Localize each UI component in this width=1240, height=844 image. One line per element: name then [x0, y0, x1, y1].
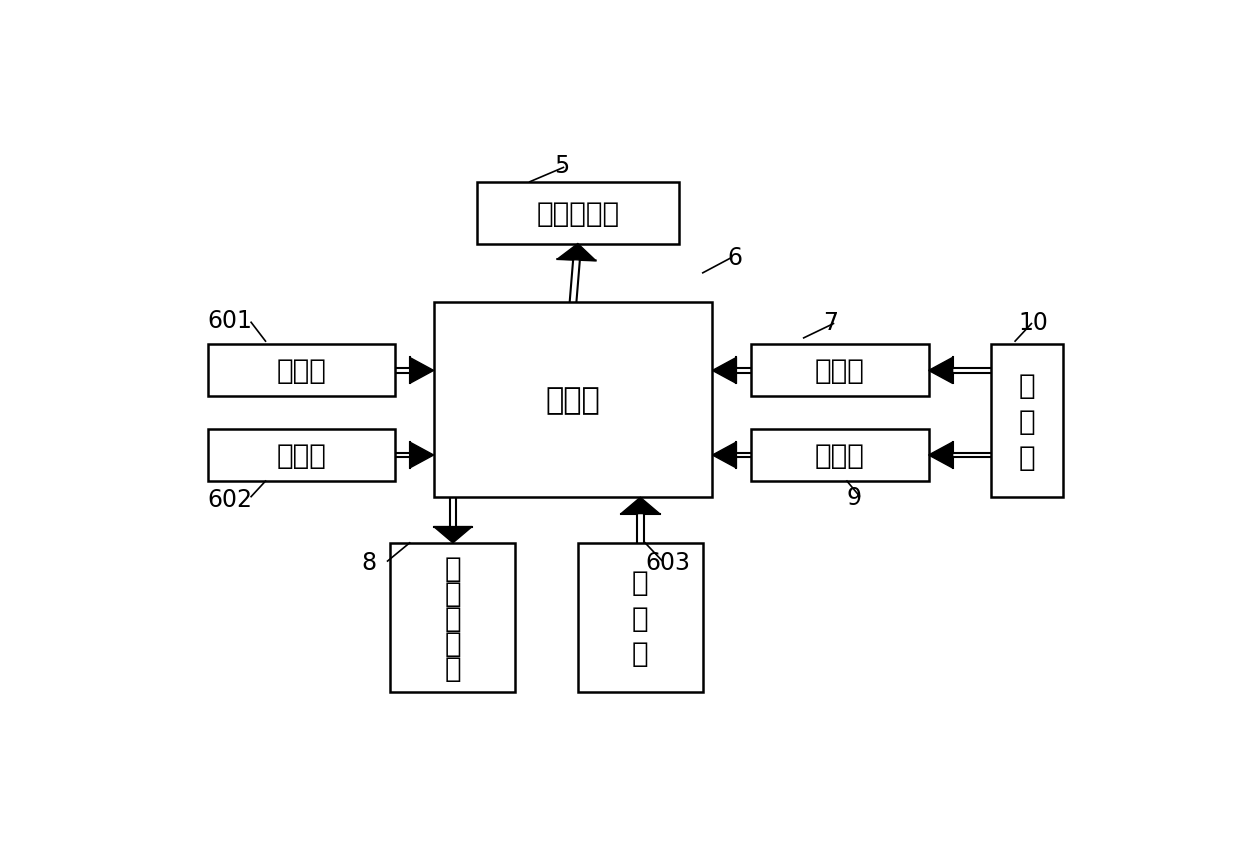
Bar: [751, 345, 929, 397]
Text: 定: 定: [1019, 371, 1035, 399]
Text: 报: 报: [445, 629, 461, 657]
Text: 播: 播: [445, 604, 461, 632]
Bar: [751, 430, 929, 481]
Bar: [578, 544, 703, 693]
Text: 7: 7: [823, 311, 838, 334]
Text: 602: 602: [208, 487, 253, 511]
Polygon shape: [557, 244, 595, 261]
Text: 603: 603: [645, 550, 691, 575]
Polygon shape: [929, 442, 952, 468]
Text: 键: 键: [632, 640, 649, 668]
Text: 测距仪: 测距仪: [815, 357, 864, 385]
Bar: [208, 430, 396, 481]
Bar: [477, 182, 678, 244]
Bar: [991, 345, 1063, 498]
Polygon shape: [929, 358, 952, 384]
Bar: [208, 345, 396, 397]
Text: 10: 10: [1018, 311, 1048, 334]
Polygon shape: [712, 442, 737, 468]
Text: 601: 601: [208, 309, 253, 333]
Text: 器: 器: [445, 654, 461, 682]
Bar: [391, 544, 516, 693]
Text: 计时器: 计时器: [277, 357, 326, 385]
Text: 音: 音: [445, 579, 461, 607]
Polygon shape: [409, 442, 434, 468]
Text: 语: 语: [445, 555, 461, 582]
Text: 开: 开: [632, 568, 649, 596]
Bar: [434, 303, 712, 498]
Text: 6: 6: [728, 246, 743, 269]
Text: 液晶显示器: 液晶显示器: [536, 199, 620, 227]
Text: 位: 位: [1019, 408, 1035, 436]
Text: 接收器: 接收器: [815, 441, 864, 469]
Text: 8: 8: [362, 550, 377, 575]
Text: 关: 关: [632, 604, 649, 632]
Text: 计算器: 计算器: [277, 441, 326, 469]
Polygon shape: [409, 358, 434, 384]
Text: 9: 9: [847, 485, 862, 510]
Polygon shape: [621, 498, 660, 514]
Text: 控制器: 控制器: [546, 386, 600, 414]
Polygon shape: [712, 358, 737, 384]
Text: 器: 器: [1019, 443, 1035, 471]
Text: 5: 5: [554, 154, 569, 178]
Polygon shape: [434, 527, 472, 544]
